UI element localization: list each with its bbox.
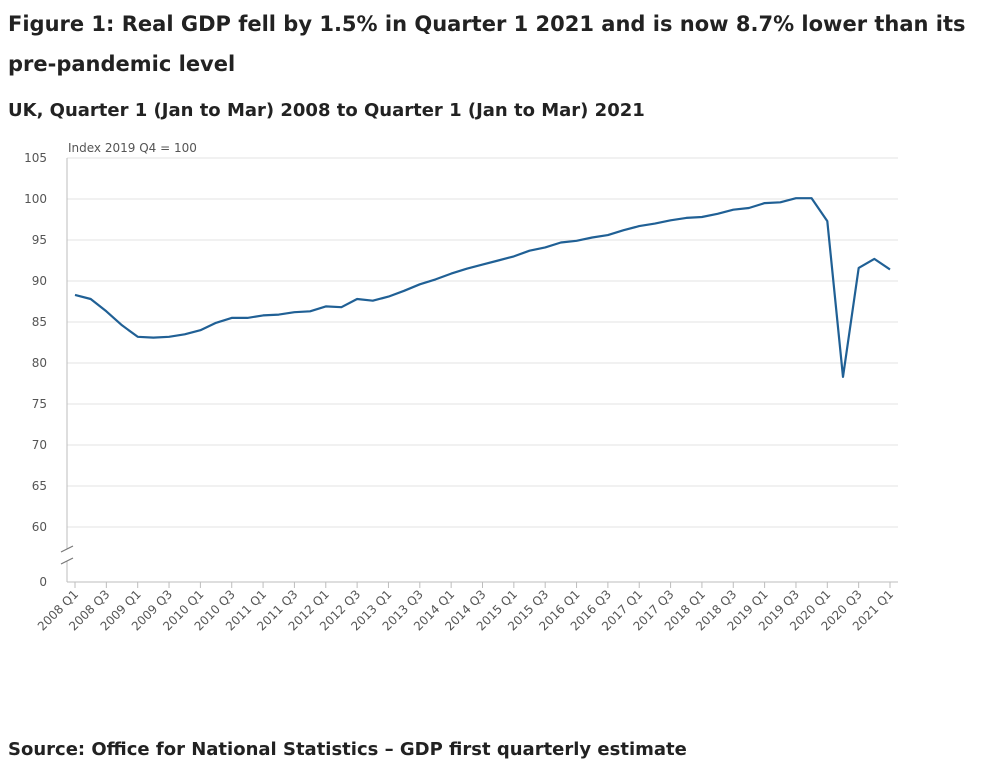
y-tick-label: 60 (32, 520, 47, 534)
y-tick-label: 90 (32, 274, 47, 288)
y-tick-label: 75 (32, 397, 47, 411)
axis-break-icon (60, 545, 74, 565)
y-axis-unit-label: Index 2019 Q4 = 100 (68, 141, 197, 155)
y-tick-label: 70 (32, 438, 47, 452)
chart-source: Source: Office for National Statistics –… (8, 739, 687, 760)
gdp-series-line (74, 197, 891, 378)
chart-subtitle: UK, Quarter 1 (Jan to Mar) 2008 to Quart… (8, 100, 645, 121)
y-tick-label: 105 (24, 151, 47, 165)
y-tick-label: 100 (24, 192, 47, 206)
y-tick-label: 85 (32, 315, 47, 329)
y-tick-label: 0 (39, 575, 47, 589)
chart-title: Figure 1: Real GDP fell by 1.5% in Quart… (8, 12, 966, 76)
y-tick-label: 65 (32, 479, 47, 493)
y-tick-label: 80 (32, 356, 47, 370)
y-tick-label: 95 (32, 233, 47, 247)
line-chart: 0 60 65 70 75 80 85 90 95 100 105 Index 2019 Q4 = 1… (24, 141, 898, 633)
